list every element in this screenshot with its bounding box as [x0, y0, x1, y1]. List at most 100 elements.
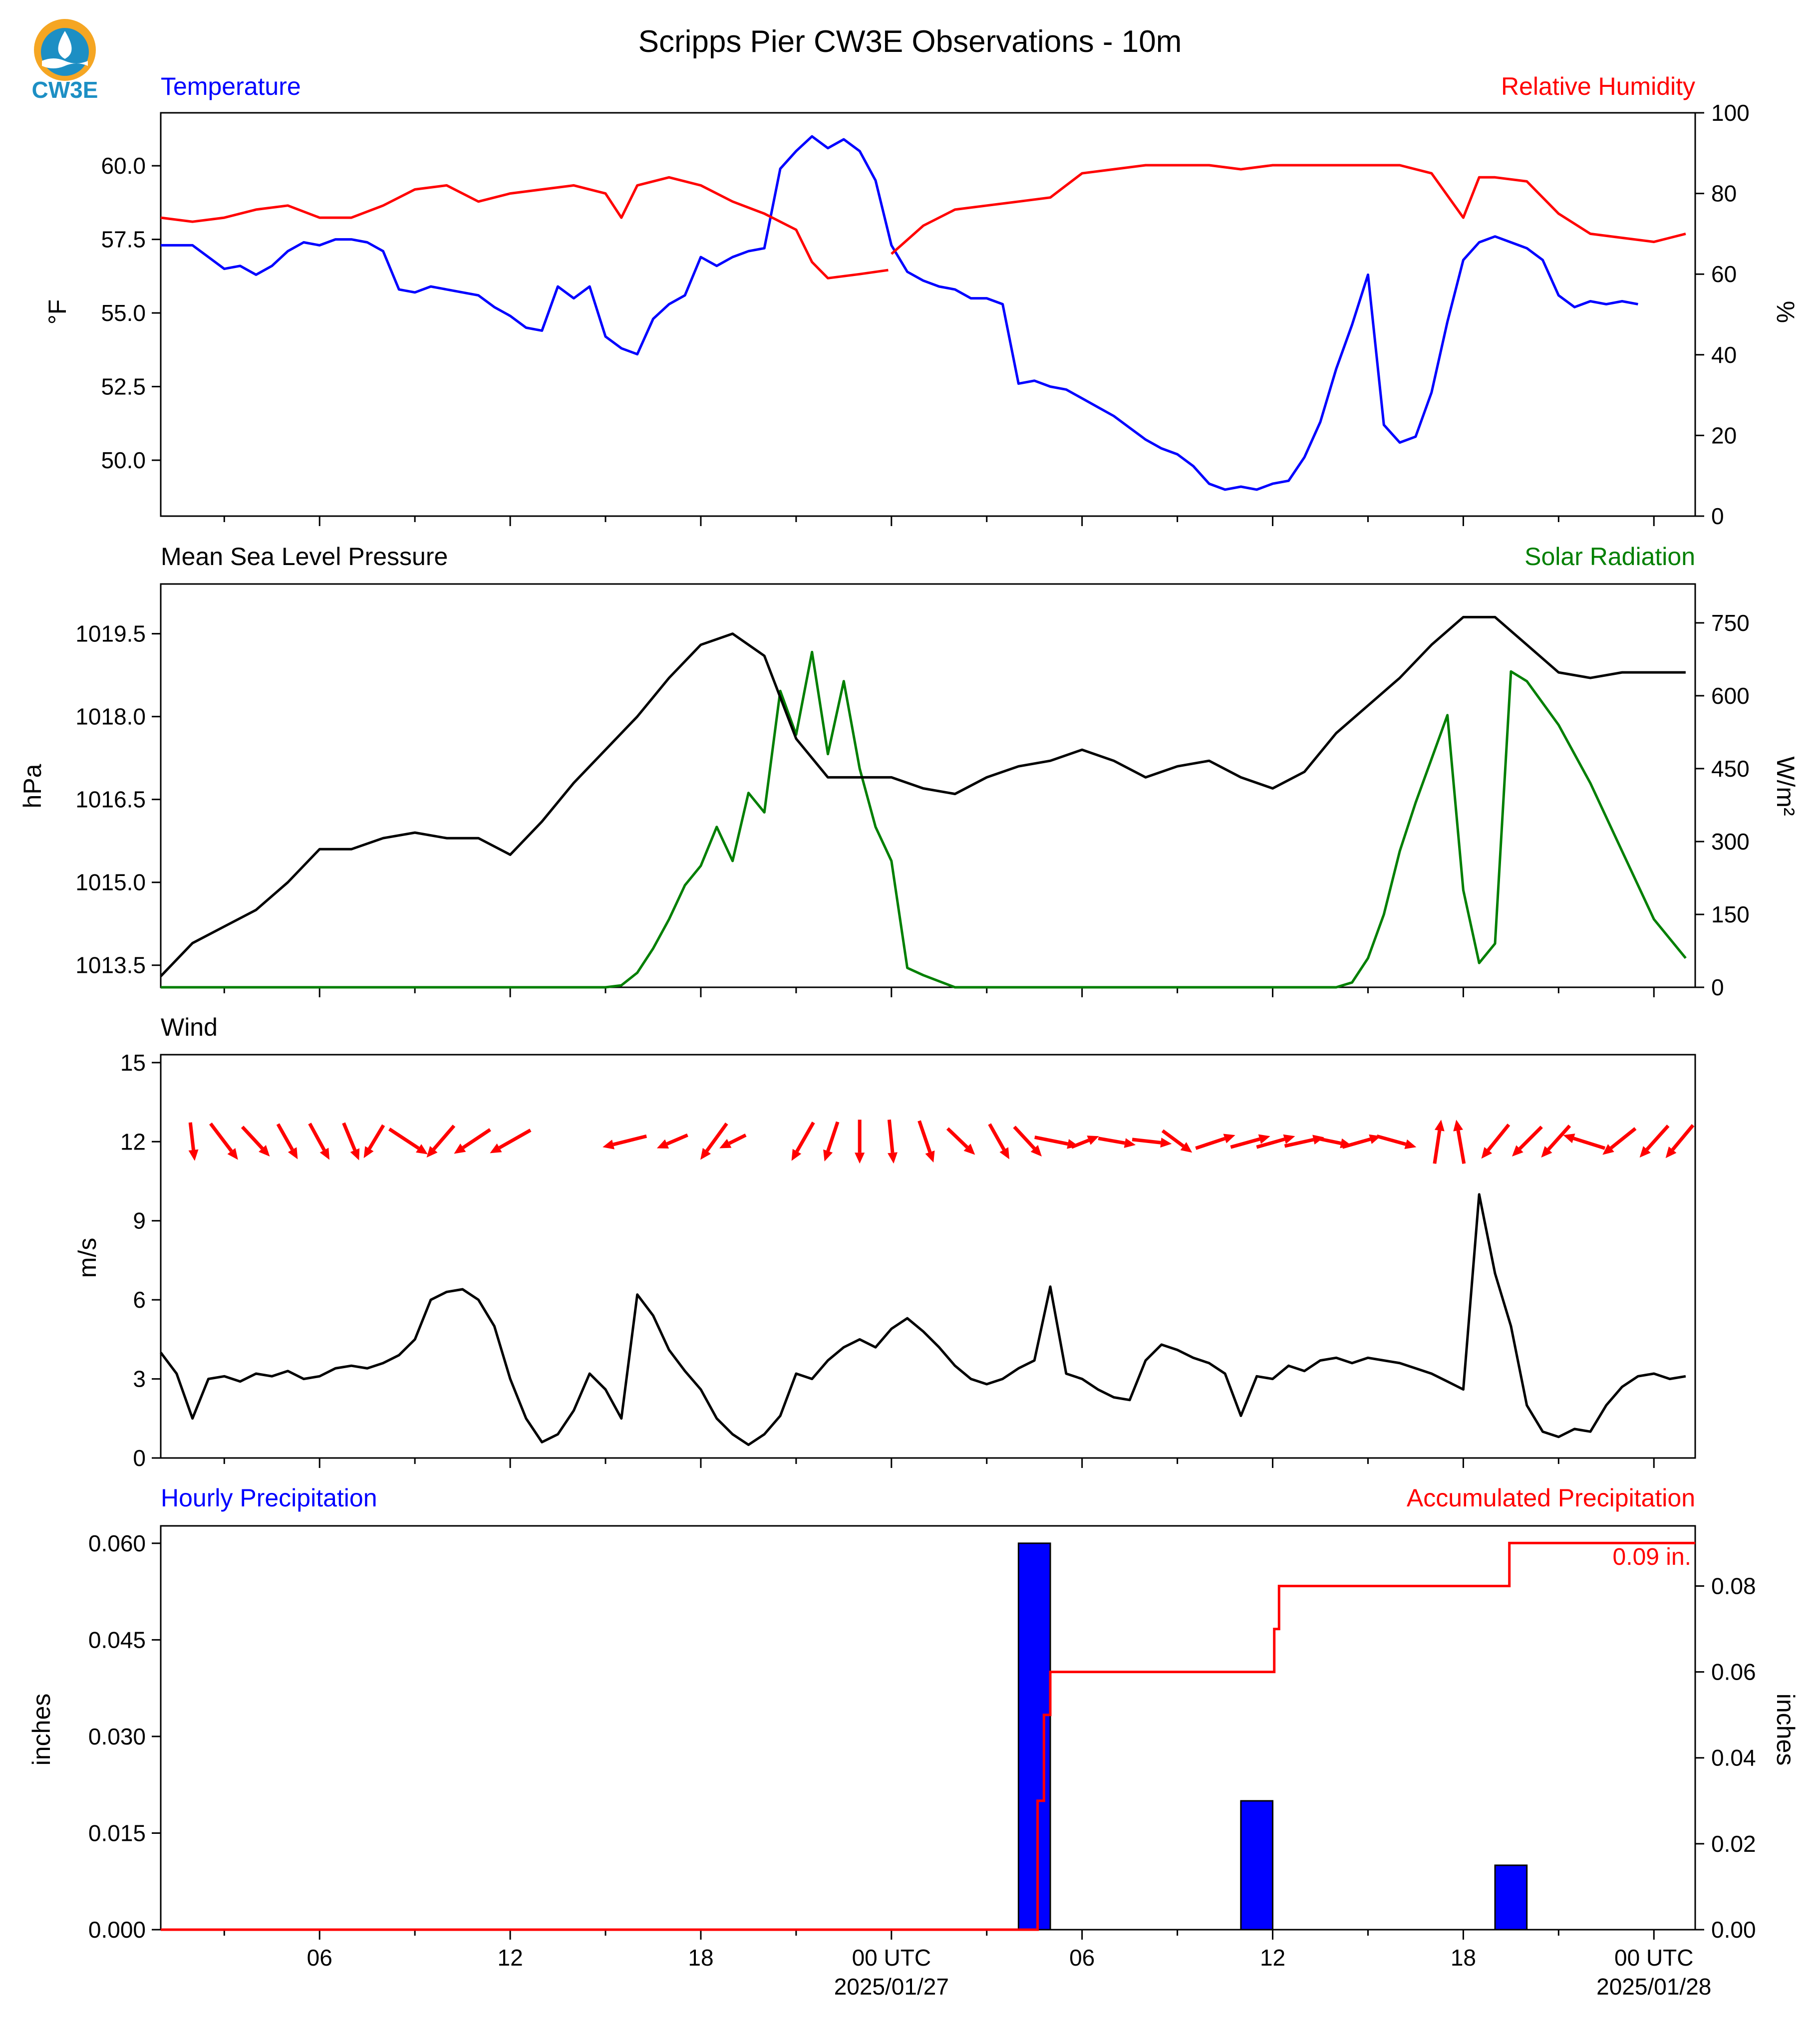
wind-vector-head: [1541, 1146, 1552, 1158]
wind-vector-shaft: [209, 1122, 233, 1153]
wind-vector-head: [1404, 1139, 1417, 1150]
wind-vector-arrow: [1161, 1129, 1193, 1153]
wind-vector-head: [1639, 1146, 1651, 1158]
wind-vector-head: [1512, 1145, 1523, 1157]
wind-vector-arrow: [1376, 1134, 1417, 1150]
wind-vector-shaft: [308, 1123, 326, 1151]
y-tick-label-right: 150: [1711, 901, 1750, 927]
wind-vector-head: [188, 1149, 199, 1161]
wind-vector-head: [288, 1147, 298, 1159]
wind-vector-head: [603, 1140, 614, 1150]
panel-title-humidity: Relative Humidity: [1501, 72, 1695, 100]
y-axis-label-accum-precip: inches: [1772, 1694, 1800, 1766]
wind-vector-arrow: [276, 1123, 298, 1159]
wind-vector-shaft: [1671, 1124, 1695, 1151]
wind-vector-head: [1030, 1145, 1042, 1157]
y-axis-label-hourly-precip: inches: [27, 1694, 55, 1766]
y-tick-label-right: 300: [1711, 829, 1750, 855]
wind-vector-shaft: [342, 1122, 357, 1151]
wind-vector-head: [1258, 1134, 1270, 1144]
precip-bar: [1017, 1542, 1051, 1931]
panel-title-wind: Wind: [161, 1013, 218, 1041]
wind-vector-arrow: [490, 1129, 532, 1154]
wind-vector-shaft: [705, 1122, 728, 1152]
wind-vector-arrow: [1230, 1134, 1270, 1149]
y-tick-label: 55.0: [101, 300, 146, 326]
x-tick-label: 18: [688, 1945, 713, 1971]
wind-vector-shaft: [276, 1123, 294, 1151]
wind-vector-arrow: [855, 1120, 865, 1164]
precip-bar: [1494, 1864, 1528, 1931]
wind-vector-shaft: [728, 1133, 747, 1145]
wind-vector-arrow: [988, 1123, 1009, 1159]
wind-vector-shaft: [1230, 1137, 1260, 1149]
panel-temperature-humidity: Temperature Relative Humidity 50.0 52.5 55…: [43, 72, 1800, 529]
wind-axes: 0 3 6 9 12 15: [120, 1050, 1696, 1471]
panel-pressure-solar: Mean Sea Level Pressure Solar Radiation …: [18, 543, 1800, 1000]
y-axis-label-pressure: hPa: [18, 764, 46, 808]
y-tick-label-right: 0.08: [1711, 1573, 1756, 1599]
wind-vector-shaft: [1013, 1126, 1036, 1150]
wind-vector-shaft: [887, 1119, 895, 1153]
temperature-series: [160, 135, 1686, 491]
wind-vector-shaft: [1034, 1136, 1068, 1146]
wind-vector-head: [1180, 1142, 1193, 1153]
wind-vector-arrow: [791, 1122, 815, 1161]
wind-vector-shaft: [462, 1128, 491, 1150]
y-tick-label: 0: [133, 1445, 146, 1471]
y-tick-label-right: 40: [1711, 342, 1737, 368]
x-tick-label: 18: [1451, 1945, 1476, 1971]
wind-vector-arrow: [1639, 1125, 1670, 1158]
wind-vector-head: [1283, 1134, 1295, 1144]
wind-vector-head: [888, 1152, 898, 1164]
wind-vector-head: [656, 1139, 669, 1149]
wind-vector-head: [416, 1144, 428, 1155]
wind-vector-arrow: [1098, 1137, 1136, 1148]
accumulated-precip-line: [161, 1541, 1695, 1931]
wind-vector-shaft: [1547, 1125, 1571, 1151]
wind-vector-arrow: [1132, 1138, 1172, 1148]
wind-vector-arrow: [946, 1127, 975, 1155]
y-tick-label: 0.060: [88, 1530, 146, 1556]
wind-vector-head: [700, 1148, 711, 1160]
y-tick-label-right: 0.04: [1711, 1745, 1756, 1771]
y-tick-label: 15: [120, 1050, 146, 1076]
wind-vector-head: [490, 1143, 502, 1154]
y-tick-label: 3: [133, 1366, 146, 1392]
humidity-line: [891, 164, 1686, 255]
wind-vector-shaft: [241, 1126, 264, 1150]
wind-vector-shaft: [612, 1134, 647, 1147]
x-tick-label: 00 UTC: [852, 1945, 931, 1971]
wind-vector-shaft: [666, 1133, 688, 1146]
wind-vector-head: [1223, 1134, 1235, 1144]
wind-vector-head: [259, 1145, 270, 1157]
wind-vector-arrow: [454, 1128, 491, 1154]
wind-vector-head: [454, 1143, 466, 1154]
wind-vector-arrow: [823, 1121, 840, 1161]
wind-vector-head: [426, 1146, 438, 1158]
y-tick-label-right: 0.00: [1711, 1917, 1756, 1943]
wind-vector-shaft: [795, 1122, 815, 1153]
wind-vector-shaft: [1314, 1136, 1342, 1145]
y-tick-label: 1015.0: [75, 869, 146, 895]
wind-vector-shaft: [946, 1127, 968, 1149]
panel-title-pressure: Mean Sea Level Pressure: [161, 543, 448, 571]
precipitation-series: [161, 1541, 1695, 1931]
wind-vector-shaft: [1376, 1134, 1407, 1146]
y-tick-label-right: 750: [1711, 610, 1750, 636]
wind-vector-shaft: [1433, 1130, 1442, 1164]
panel-title-temperature: Temperature: [161, 72, 301, 100]
y-tick-label: 60.0: [101, 153, 146, 179]
y-tick-label: 9: [133, 1208, 146, 1234]
wind-vector-head: [963, 1144, 975, 1155]
wind-vector-head: [999, 1147, 1009, 1159]
wind-vector-shaft: [917, 1120, 932, 1153]
wind-vector-arrow: [917, 1120, 935, 1163]
wind-vector-arrow: [188, 1122, 199, 1161]
y-tick-label-right: 450: [1711, 756, 1750, 782]
logo-drop-icon: [58, 31, 72, 59]
wind-vector-arrow: [887, 1119, 898, 1164]
wind-vector-arrow: [1541, 1125, 1571, 1158]
wind-vector-arrow: [1665, 1124, 1695, 1159]
